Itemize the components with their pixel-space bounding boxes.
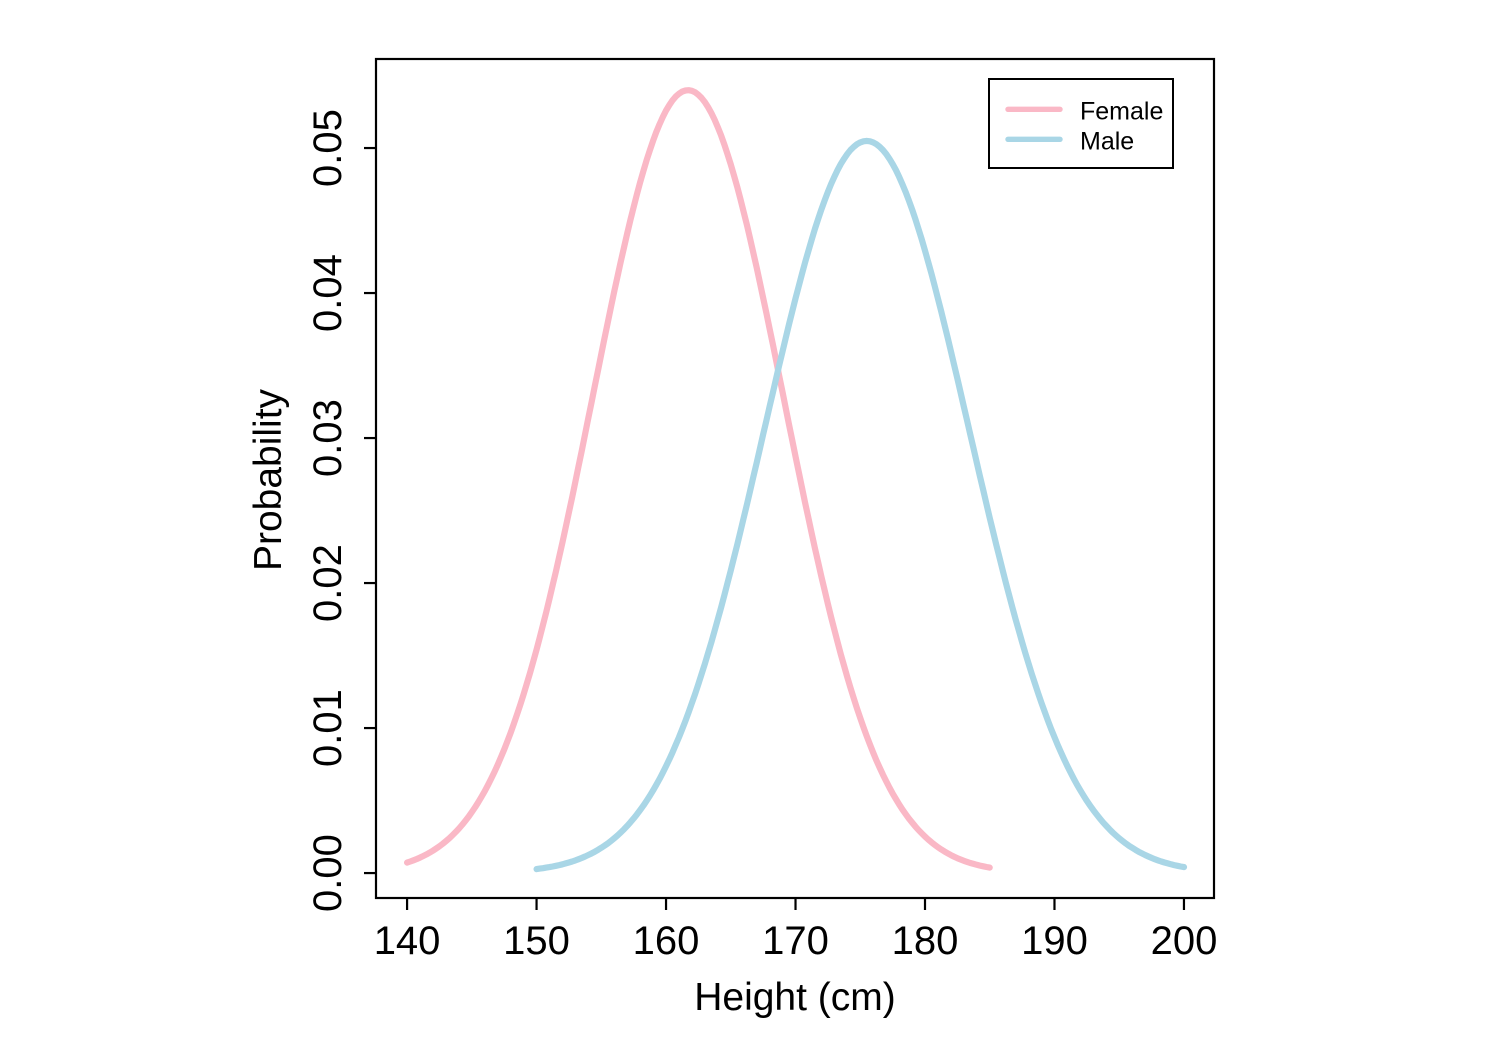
y-tick-label: 0.00 bbox=[306, 834, 350, 912]
legend-label-male: Male bbox=[1080, 127, 1134, 155]
x-tick-label: 150 bbox=[503, 919, 570, 963]
female-curve bbox=[404, 87, 993, 871]
x-tick-label: 160 bbox=[633, 919, 700, 963]
legend-box bbox=[988, 78, 1174, 169]
y-tick-label: 0.01 bbox=[306, 689, 350, 767]
y-tick-label: 0.02 bbox=[306, 544, 350, 622]
legend-label-female: Female bbox=[1080, 97, 1163, 125]
x-axis-title: Height (cm) bbox=[694, 976, 896, 1019]
plot-box bbox=[374, 57, 1216, 900]
x-tick-label: 140 bbox=[374, 919, 441, 963]
male-curve bbox=[533, 137, 1188, 873]
x-tick-label: 200 bbox=[1151, 919, 1218, 963]
axes: 140 150 160 170 180 190 200 0.00 0.01 0.02 0.03 0.0… bbox=[306, 109, 1217, 963]
x-tick-label: 170 bbox=[762, 919, 829, 963]
x-tick-label: 190 bbox=[1021, 919, 1088, 963]
y-axis-title: Probability bbox=[247, 388, 290, 571]
y-tick-label: 0.05 bbox=[306, 109, 350, 187]
y-tick-label: 0.04 bbox=[306, 254, 350, 332]
y-tick-label: 0.03 bbox=[306, 399, 350, 477]
x-tick-label: 180 bbox=[892, 919, 959, 963]
legend: Female Male bbox=[988, 78, 1174, 169]
